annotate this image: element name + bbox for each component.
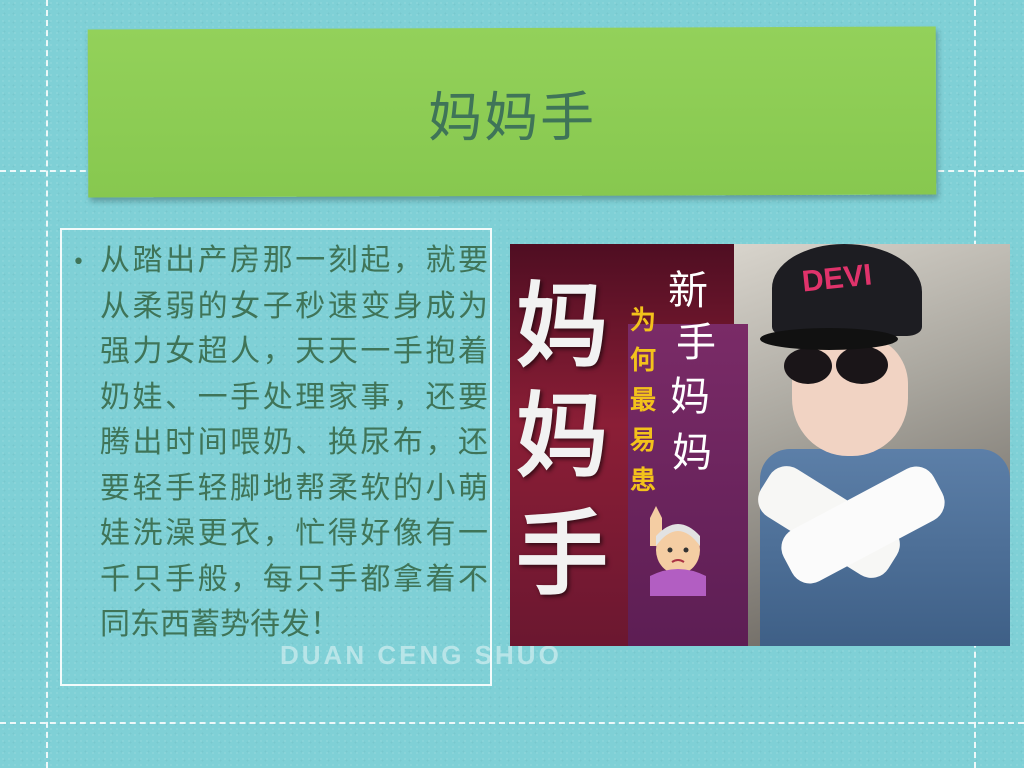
body-paragraph: 从踏出产房那一刻起，就要从柔弱的女子秒速变身成为强力女超人，天天一手抱着奶娃、一… bbox=[100, 243, 488, 642]
woman-raising-hand-emoji-icon bbox=[650, 506, 706, 596]
poster-yellow-char-2: 何 bbox=[630, 346, 657, 376]
slide-title: 妈妈手 bbox=[427, 85, 597, 149]
article-photo: 妈 妈 手 新 手 妈 妈 为 何 最 易 患 DEVI bbox=[510, 244, 1010, 646]
poster-yellow-char-4: 易 bbox=[630, 426, 657, 456]
baseball-cap bbox=[772, 244, 922, 336]
cap-logo-text: DEVI bbox=[800, 258, 874, 299]
title-banner: 妈妈手 bbox=[87, 26, 937, 198]
poster-side-char-3: 妈 bbox=[670, 374, 710, 420]
poster-big-char-3: 手 bbox=[516, 500, 609, 608]
poster-side-char-2: 手 bbox=[676, 320, 716, 366]
poster-yellow-char-1: 为 bbox=[630, 306, 657, 336]
stitch-line-bottom bbox=[0, 722, 1024, 724]
text-box-frame bbox=[60, 228, 492, 686]
poster-side-char-4: 妈 bbox=[672, 430, 712, 476]
poster-yellow-char-5: 患 bbox=[630, 466, 657, 496]
stitch-line-left bbox=[46, 0, 48, 768]
bullet-marker: • bbox=[72, 250, 85, 275]
poster-side-char-1: 新 bbox=[668, 268, 708, 314]
sunglasses-left-lens bbox=[784, 348, 832, 384]
poster-yellow-char-3: 最 bbox=[630, 386, 657, 416]
poster-big-char-2: 妈 bbox=[516, 382, 609, 490]
sunglasses-right-lens bbox=[836, 346, 888, 384]
poster-big-char-1: 妈 bbox=[516, 272, 609, 380]
cap-brim bbox=[760, 328, 898, 350]
